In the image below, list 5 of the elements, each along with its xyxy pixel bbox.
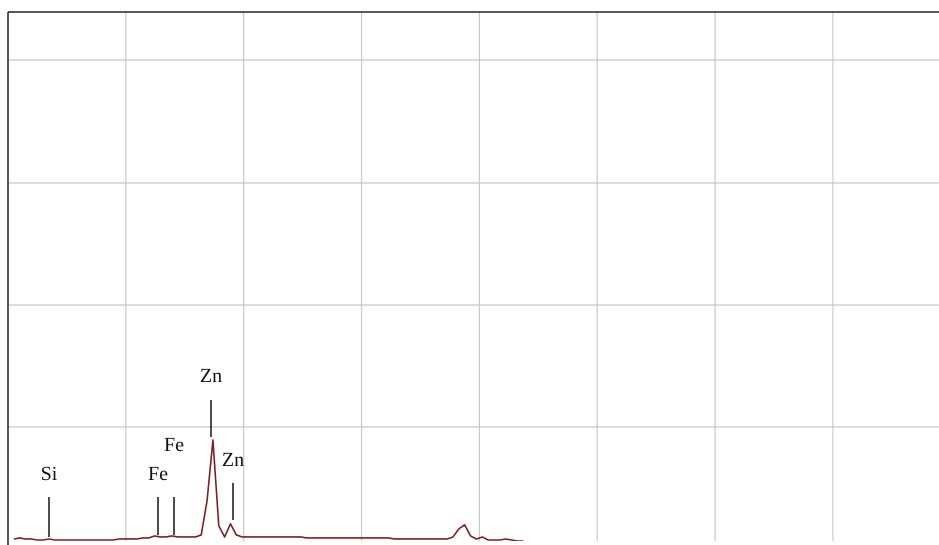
annotation: Fe xyxy=(148,463,168,485)
annotation: Fe xyxy=(164,434,184,456)
annotation: Si xyxy=(40,463,58,485)
text: Zn xyxy=(200,365,222,387)
annotation: Zn xyxy=(222,449,244,471)
